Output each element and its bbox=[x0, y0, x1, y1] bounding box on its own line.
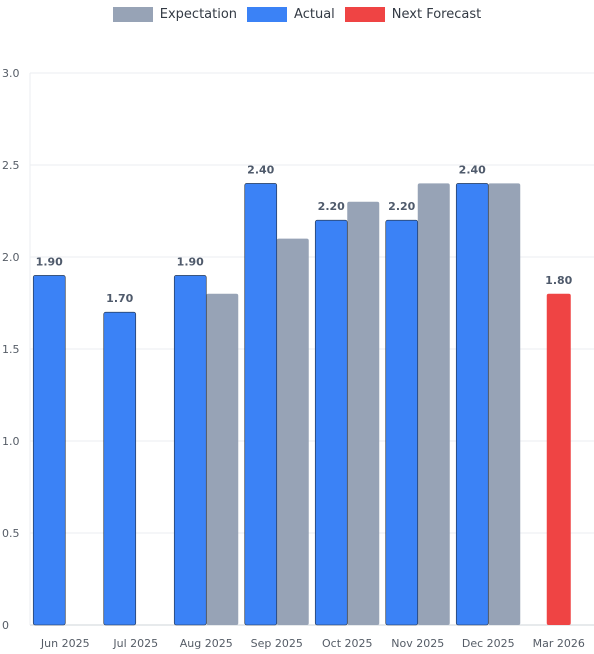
bar-actual bbox=[314, 219, 348, 626]
x-tick-label: Nov 2025 bbox=[391, 637, 444, 650]
chart-legend: Expectation Actual Next Forecast bbox=[0, 7, 594, 22]
legend-swatch-next-forecast bbox=[344, 7, 385, 22]
bar-actual bbox=[455, 183, 489, 626]
x-tick-label: Jun 2025 bbox=[40, 637, 90, 650]
bar-actual bbox=[385, 219, 419, 626]
bar-actual bbox=[32, 275, 66, 626]
y-tick-label: 0.5 bbox=[2, 527, 20, 540]
x-tick-label: Sep 2025 bbox=[251, 637, 303, 650]
data-label: 2.20 bbox=[388, 200, 415, 213]
x-tick-label: Jul 2025 bbox=[112, 637, 158, 650]
y-tick-label: 1.5 bbox=[2, 343, 20, 356]
y-tick-label: 1.0 bbox=[2, 435, 20, 448]
x-tick-label: Aug 2025 bbox=[180, 637, 233, 650]
legend-label-expectation: Expectation bbox=[159, 7, 238, 22]
y-tick-label: 0 bbox=[2, 619, 9, 632]
y-tick-label: 2.5 bbox=[2, 159, 20, 172]
data-label: 2.20 bbox=[318, 200, 345, 213]
data-label: 1.90 bbox=[177, 255, 204, 268]
legend-swatch-actual bbox=[247, 7, 288, 22]
y-tick-label: 3.0 bbox=[2, 67, 20, 80]
data-label: 1.70 bbox=[106, 292, 133, 305]
data-label: 2.40 bbox=[247, 163, 274, 176]
legend-swatch-expectation bbox=[112, 7, 153, 22]
legend-item-next-forecast[interactable]: Next Forecast bbox=[344, 7, 482, 22]
x-tick-label: Dec 2025 bbox=[462, 637, 515, 650]
bar-next-forecast bbox=[546, 293, 571, 625]
bar-expectation bbox=[488, 183, 521, 625]
bar-expectation bbox=[417, 183, 450, 625]
y-tick-label: 2.0 bbox=[2, 251, 20, 264]
bar-actual bbox=[173, 275, 207, 626]
bar-expectation bbox=[206, 293, 239, 625]
data-label: 1.90 bbox=[36, 255, 63, 268]
x-tick-label: Oct 2025 bbox=[322, 637, 373, 650]
bar-actual bbox=[244, 183, 278, 626]
bar-expectation bbox=[347, 201, 380, 626]
legend-item-expectation[interactable]: Expectation bbox=[112, 7, 238, 22]
legend-label-next-forecast: Next Forecast bbox=[391, 7, 482, 22]
bar-actual bbox=[103, 311, 137, 626]
bar-expectation bbox=[276, 238, 309, 625]
legend-item-actual[interactable]: Actual bbox=[247, 7, 335, 22]
x-tick-label: Mar 2026 bbox=[533, 637, 585, 650]
legend-label-actual: Actual bbox=[294, 7, 335, 22]
data-label: 1.80 bbox=[545, 274, 572, 287]
data-label: 2.40 bbox=[459, 163, 486, 176]
